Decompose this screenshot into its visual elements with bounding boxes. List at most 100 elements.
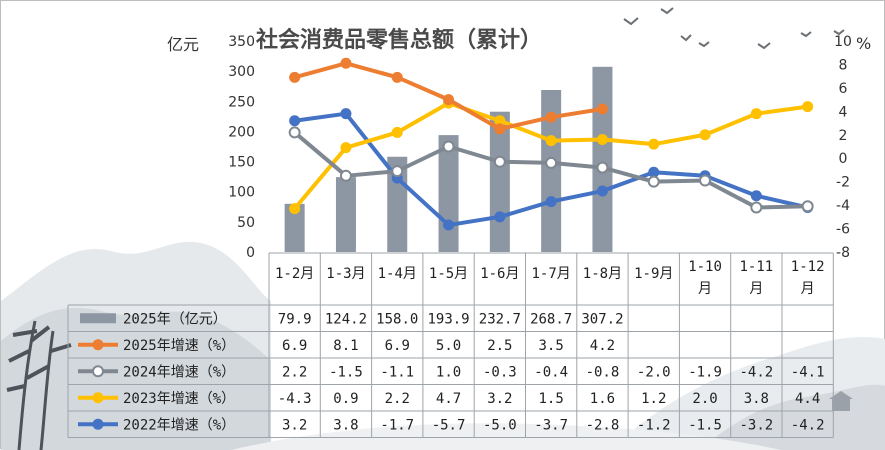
line-point [289,203,301,215]
data-label: 158.0 [376,311,418,327]
line-point [340,108,352,120]
data-label: 6.9 [282,338,307,354]
legend-key-marker [92,365,104,378]
data-table: 1-2月 1-3月 1-4月 1-5月 1-6月 1-7月 1-8月 1-9月 1-10 月1-1… [67,252,834,438]
legend-label: 2025年（亿元） [123,311,227,327]
left-tick-label: 300 [228,64,255,80]
line-point [442,140,455,153]
data-label: 1.0 [436,364,461,380]
left-axis-label: 亿元 [167,35,199,54]
line-point [545,135,557,147]
data-label: 2.5 [487,338,512,354]
right-tick-label: 8 [839,57,848,73]
line-point [289,71,301,83]
chart-title: 社会消费品零售总额（累计） [256,27,542,53]
data-label: 4.7 [436,391,461,407]
line-point [391,126,403,138]
data-label: 3.8 [333,417,358,433]
data-label: -1.2 [637,417,671,433]
pavilion-icon [829,391,853,411]
legend-label: 2024年增速（%） [123,364,235,380]
line-point [443,219,455,231]
right-tick-label: -8 [836,245,850,261]
bar [438,135,459,252]
line-point [494,115,506,127]
data-label: 232.7 [479,311,521,327]
x-category-label: 1-4月 [378,266,417,282]
line-point [647,175,660,188]
data-label: 1.5 [539,391,564,407]
right-tick-label: 0 [839,151,848,167]
data-label: 3.5 [539,338,564,354]
line-point [596,133,608,145]
left-tick-label: 0 [246,245,255,261]
x-category-label: 1-3月 [326,266,365,282]
data-label: 1.2 [641,391,666,407]
data-label: 79.9 [278,311,312,327]
x-category-label: 1-8月 [583,266,622,282]
data-label: 4.2 [590,338,615,354]
right-tick-label: 4 [839,104,848,120]
x-category-label: 1-2月 [275,266,314,282]
data-label: 3.2 [487,391,512,407]
line-point [596,103,608,115]
legend-key-marker [92,339,104,351]
data-label: -0.8 [586,364,620,380]
x-category-label-line: 1-10 [688,259,722,275]
right-axis-ticks: -8 -6 -4 -2 0 2 4 6 8 10 [834,34,852,261]
data-label: 5.0 [436,338,461,354]
data-label: 1.6 [590,391,615,407]
legend-label: 2025年增速（%） [123,338,235,354]
data-label: -2.8 [586,417,620,433]
data-label: 3.2 [282,417,307,433]
data-label: 4.4 [795,391,820,407]
line-point [340,57,352,69]
bar [541,90,562,252]
data-label: -5.0 [483,417,517,433]
legend-label: 2023年增速（%） [123,391,235,407]
data-label: -1.5 [688,417,722,433]
line-point [648,138,660,150]
line-point [648,166,660,178]
x-category-label-line: 1-12 [791,259,825,275]
left-tick-label: 50 [237,215,255,231]
data-label: -1.7 [380,417,414,433]
data-label: 2.2 [385,391,410,407]
line-point [493,155,506,168]
line-point [596,161,609,174]
data-label: 268.7 [530,311,572,327]
legend-key-marker [92,418,104,430]
data-label: -5.7 [432,417,466,433]
data-label: 0.9 [333,391,358,407]
data-label: 8.1 [333,338,358,354]
data-label: 6.9 [385,338,410,354]
line-point [340,142,352,154]
data-label: -4.3 [278,391,312,407]
x-category-label: 1-9月 [634,266,673,282]
bar [592,66,613,253]
data-label: 193.9 [427,311,469,327]
data-label: -3.2 [739,417,773,433]
line-point [750,108,762,120]
line-point [750,201,763,214]
line-point [545,111,557,123]
x-category-label: 1-7月 [532,266,571,282]
line-point [339,169,352,182]
data-label: -4.2 [739,364,773,380]
line-point [699,174,712,187]
bar [335,177,356,252]
x-category-label: 1-10 月 [688,259,722,297]
data-label: 2.0 [692,391,717,407]
data-label: -0.3 [483,364,517,380]
data-label: -1.5 [329,364,363,380]
x-category-label: 1-6月 [480,266,519,282]
x-category-label-line: 月 [698,281,712,297]
line-point [494,211,506,223]
line-point [802,101,814,113]
data-label: 307.2 [581,311,623,327]
line-point [443,94,455,106]
x-category-label: 1-11 月 [739,259,773,297]
data-label: 124.2 [325,311,367,327]
